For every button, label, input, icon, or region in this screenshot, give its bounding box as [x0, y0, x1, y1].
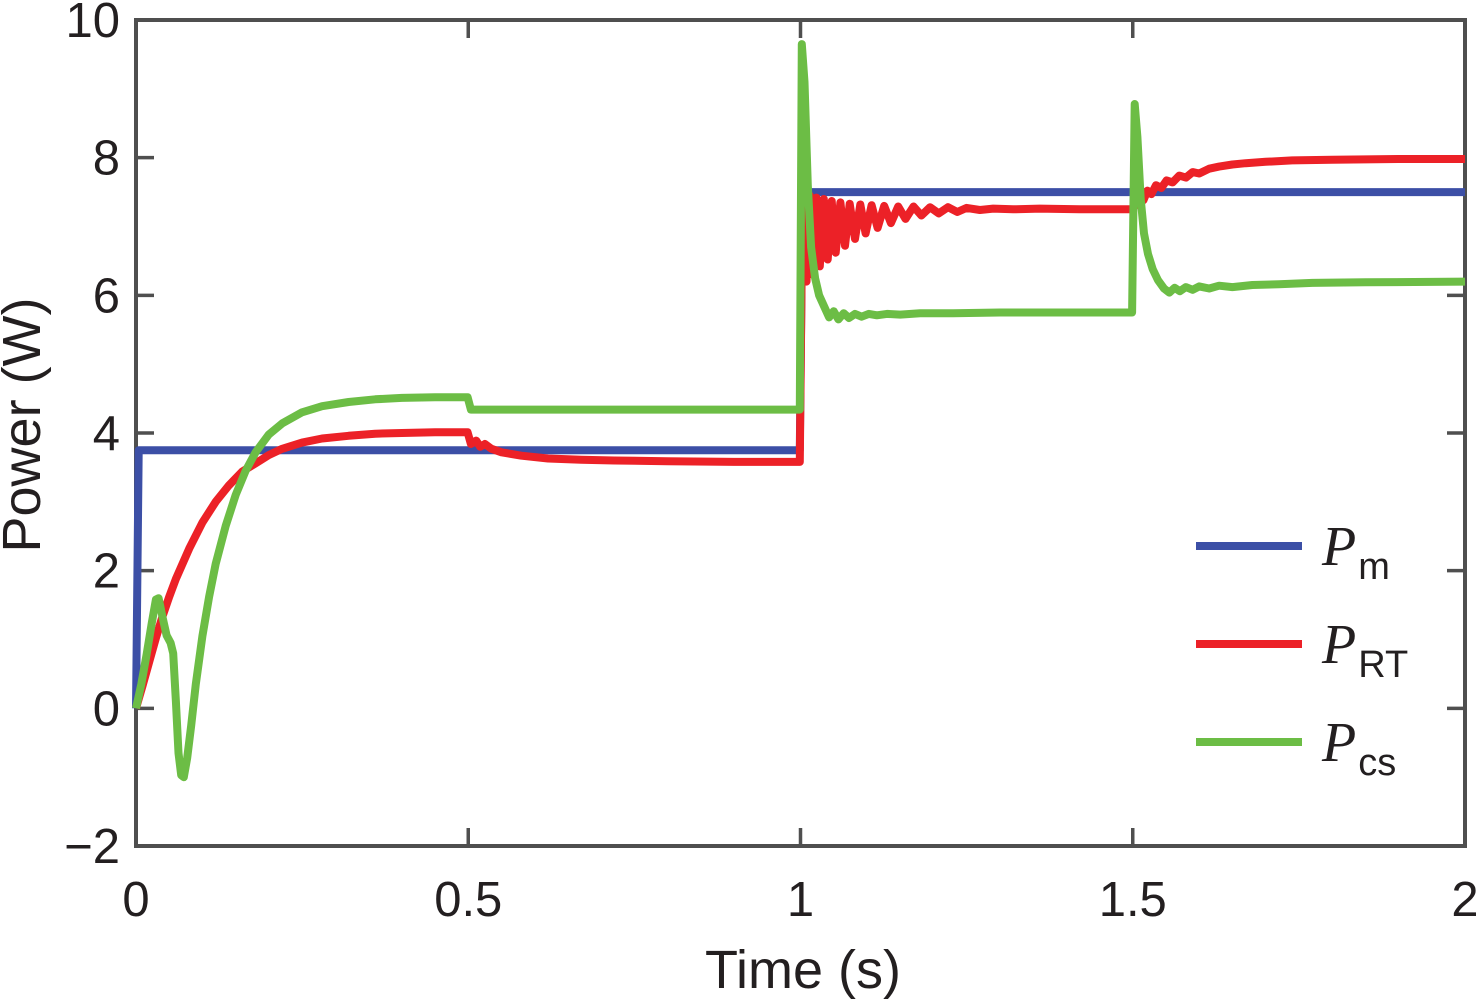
x-tick-label: 1.5 — [1099, 873, 1167, 927]
x-tick-label: 1 — [787, 873, 814, 927]
y-tick-label: −2 — [64, 820, 120, 874]
y-axis-title: Power (W) — [0, 298, 52, 553]
x-tick-label: 2 — [1451, 873, 1476, 927]
legend-label-prt: PRT — [1321, 614, 1408, 686]
y-tick-label: 6 — [93, 269, 120, 323]
legend-label-pm: Pm — [1321, 516, 1390, 588]
series-line-prt — [132, 155, 1465, 710]
x-tick-label: 0 — [122, 873, 149, 927]
y-tick-label: 2 — [93, 545, 120, 599]
y-tick-label: 4 — [93, 407, 120, 461]
y-tick-label: 8 — [93, 132, 120, 186]
legend-label-pcs: Pcs — [1321, 712, 1396, 784]
y-tick-label: 0 — [93, 682, 120, 736]
y-tick-label: 10 — [65, 0, 120, 48]
x-tick-label: 0.5 — [434, 873, 502, 927]
series-line-pcs — [132, 40, 1466, 782]
x-axis-title: Time (s) — [705, 940, 901, 1000]
